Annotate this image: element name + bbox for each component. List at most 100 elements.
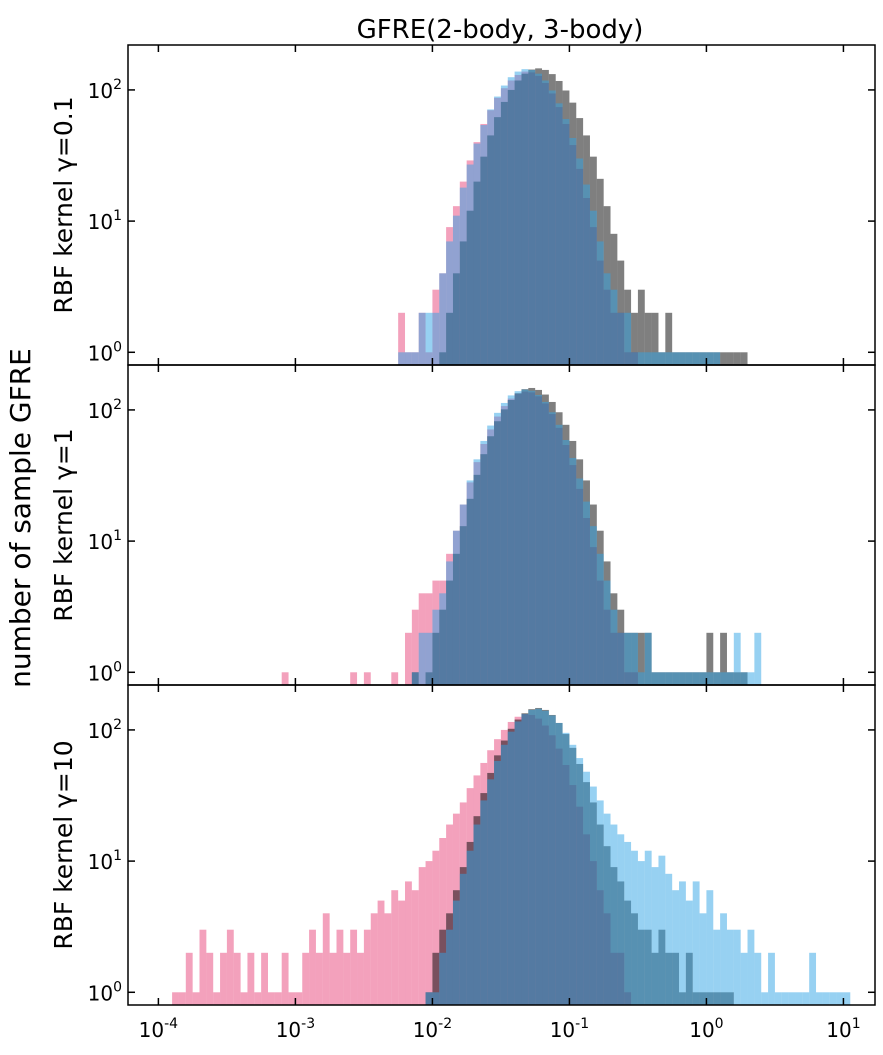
bar-pink (411, 890, 419, 1005)
bar-blue (487, 779, 495, 1005)
axes-frame (127, 684, 876, 1006)
bar-blue (768, 952, 775, 1005)
bar-blue (754, 632, 762, 685)
bar-blue (610, 824, 618, 1005)
bar-pink (370, 913, 378, 1005)
bar-blue (494, 412, 501, 685)
bar-blue (761, 992, 769, 1005)
y-tick-label: 102 (88, 397, 122, 423)
bar-pink (281, 672, 289, 685)
bar-pink (322, 913, 330, 1005)
panel-3: 10-4 10-3 10-2 10-1 100 101 100 101 102 RBF kerne… (49, 684, 876, 1042)
bar-pink (192, 992, 200, 1005)
bar-blue (507, 731, 515, 1005)
bar-blue (740, 952, 748, 1005)
y-tick-label: 100 (88, 979, 122, 1005)
bar-blue (596, 553, 604, 685)
bar-blue (555, 424, 563, 685)
bar-blue (651, 867, 659, 1005)
bar-blue (535, 73, 543, 366)
bar-blue (459, 187, 467, 365)
bar-gray (665, 312, 673, 365)
bar-blue (562, 732, 570, 1005)
histogram-bars (172, 707, 851, 1005)
bar-blue (624, 841, 632, 1005)
bar-blue (452, 215, 460, 365)
bar-blue (720, 672, 727, 685)
bar-gray (726, 352, 734, 365)
bar-blue (658, 855, 666, 1005)
bar-blue (685, 352, 693, 365)
bar-blue (473, 459, 481, 685)
bar-pink (329, 952, 337, 1005)
bar-blue (494, 760, 501, 1005)
panel-1: 100 101 102 RBF kernel γ=0.1 (49, 44, 876, 366)
bar-pink (268, 992, 275, 1005)
bar-blue (726, 929, 734, 1005)
bar-blue (398, 352, 406, 365)
bar-blue (589, 786, 597, 1005)
bar-blue (405, 352, 412, 365)
bar-blue (528, 390, 536, 685)
bar-blue (637, 352, 645, 365)
bar-blue (720, 913, 727, 1005)
bar-blue (452, 530, 460, 685)
bar-pink (411, 609, 419, 685)
bar-blue (617, 632, 625, 685)
bar-pink (261, 952, 268, 1005)
bar-pink (309, 929, 316, 1005)
bar-blue (679, 352, 686, 365)
bar-blue (521, 389, 529, 685)
bar-pink (281, 952, 289, 1005)
histogram-bars (398, 68, 748, 366)
bar-blue (500, 744, 508, 1005)
y-tick-label: 102 (88, 717, 122, 743)
bar-blue (589, 526, 597, 685)
bar-pink (363, 672, 371, 685)
bar-blue (809, 952, 817, 1005)
bar-blue (631, 632, 638, 685)
bar-blue (665, 672, 673, 685)
bar-pink (295, 992, 303, 1005)
bar-blue (528, 69, 536, 365)
bar-blue (432, 992, 440, 1005)
bar-pink (350, 672, 358, 685)
bar-blue (459, 873, 467, 1005)
bar-gray (720, 352, 727, 365)
bar-pink (363, 929, 371, 1005)
bar-blue (603, 813, 611, 1005)
bar-blue (685, 900, 693, 1005)
bar-blue (672, 890, 680, 1005)
figure-title: GFRE(2-body, 3-body) (357, 15, 644, 45)
panel-label: RBF kernel γ=0.1 (49, 96, 78, 313)
bar-pink (233, 952, 241, 1005)
bar-blue (843, 992, 851, 1005)
bar-blue (425, 312, 433, 365)
bar-blue (637, 672, 645, 685)
bar-pink (288, 992, 296, 1005)
bar-blue (507, 77, 515, 366)
x-tick-label: 10-2 (413, 1016, 452, 1042)
bar-blue (569, 138, 577, 365)
bar-pink (226, 929, 234, 1005)
bar-blue (658, 352, 666, 365)
bar-blue (706, 890, 714, 1005)
bar-blue (692, 352, 700, 365)
bar-pink (220, 952, 227, 1005)
bar-blue (747, 672, 755, 685)
bar-blue (466, 850, 474, 1005)
bar-blue (583, 771, 590, 1005)
bar-blue (829, 992, 837, 1005)
y-tick-label: 100 (88, 659, 122, 685)
bar-pink (405, 881, 412, 1005)
bar-pink (391, 672, 399, 685)
bar-blue (480, 440, 488, 685)
bar-blue (432, 312, 440, 365)
bar-blue (569, 458, 577, 685)
bar-blue (576, 758, 584, 1005)
bar-blue (672, 352, 680, 365)
bar-pink (391, 890, 399, 1005)
bar-blue (473, 143, 481, 365)
bar-blue (679, 881, 686, 1005)
bar-pink (439, 838, 447, 1005)
